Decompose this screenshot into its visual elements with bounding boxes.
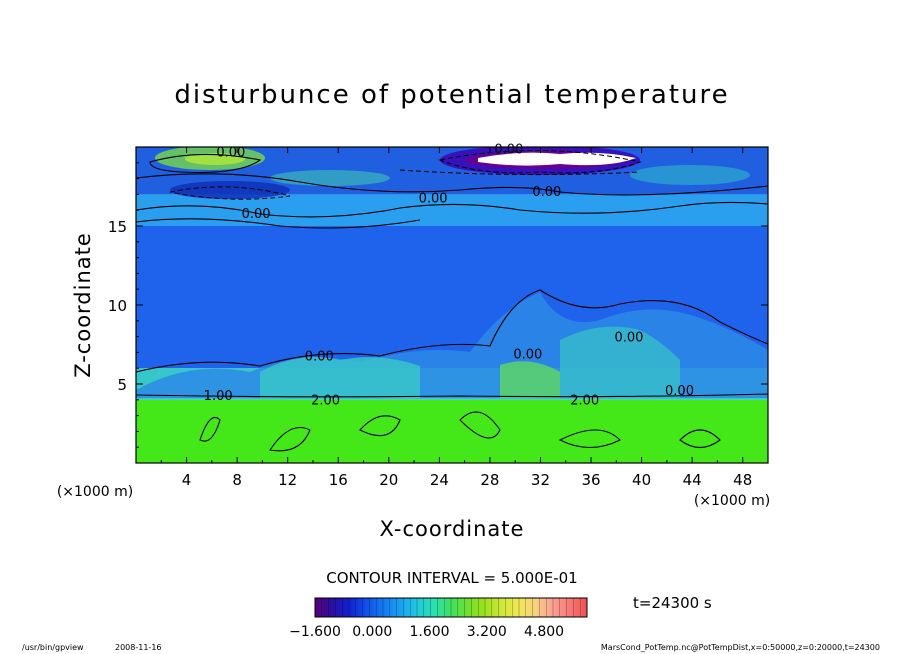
y-axis: 5 10 15 <box>108 162 768 448</box>
x-tick-label-4: 4 <box>182 471 192 489</box>
contour-label-1: 0.00 <box>494 142 523 157</box>
chart-title: disturbunce of potential temperature <box>174 80 729 110</box>
x-tick-label-20: 20 <box>379 471 398 489</box>
contour-label-3: 0.00 <box>532 185 561 200</box>
contour-label-6: 0.00 <box>513 348 542 363</box>
y-tick-label-10: 10 <box>108 297 127 315</box>
plot-area: 0.00 0.00 0.00 0.00 0.00 0.00 0.00 0.00 0.00 1.00… <box>135 142 769 464</box>
cold-band-left <box>170 181 290 199</box>
negative-contour-lines <box>169 149 642 200</box>
colorbar-label-1: 0.000 <box>352 624 392 640</box>
y-axis-title: Z-coordinate <box>71 232 95 378</box>
contour-label-8: 0.00 <box>665 384 694 399</box>
contour-label-11: 2.00 <box>570 394 599 409</box>
x-tick-label-28: 28 <box>480 471 499 489</box>
colorbar: −1.600 0.000 1.600 3.200 4.800 <box>289 597 588 640</box>
x-tick-label-40: 40 <box>632 471 651 489</box>
x-axis: 4 8 12 16 20 24 28 32 36 40 44 48 <box>160 147 752 489</box>
y-tick-label-5: 5 <box>117 376 127 394</box>
field-features <box>136 147 768 452</box>
colorbar-tick-labels: −1.600 0.000 1.600 3.200 4.800 <box>289 624 564 640</box>
x-tick-label-12: 12 <box>278 471 297 489</box>
convective-cell-left <box>260 356 420 398</box>
x-unit-label-right: (×1000 m) <box>694 493 770 509</box>
field-layer-0 <box>136 399 768 463</box>
x-tick-label-16: 16 <box>329 471 348 489</box>
x-tick-label-32: 32 <box>531 471 550 489</box>
contour-label-9: 1.00 <box>204 389 233 404</box>
contour-label-7: 0.00 <box>614 330 643 345</box>
x-axis-title: X-coordinate <box>380 517 525 541</box>
warm-band-mid <box>270 170 390 186</box>
contour-label-5: 0.00 <box>305 349 334 364</box>
colorbar-label-0: −1.600 <box>289 624 341 640</box>
x-tick-label-24: 24 <box>430 471 449 489</box>
footer-program: /usr/bin/gpview <box>22 643 84 652</box>
warm-band-right <box>630 165 750 185</box>
x-tick-label-44: 44 <box>683 471 702 489</box>
contour-label-2: 0.00 <box>419 191 448 206</box>
colorbar-label-3: 3.200 <box>467 624 507 640</box>
cold-anomaly-core-white <box>478 152 636 166</box>
contour-labels: 0.00 0.00 0.00 0.00 0.00 0.00 0.00 0.00 0.00 1.00… <box>204 142 694 408</box>
time-label: t=24300 s <box>633 594 712 612</box>
convective-cell-right <box>560 326 680 398</box>
contour-interval-text: CONTOUR INTERVAL = 5.000E-01 <box>326 569 577 587</box>
convective-cell-green <box>500 361 560 398</box>
x-tick-label-48: 48 <box>733 471 752 489</box>
contour-lines <box>136 153 768 452</box>
colorbar-label-4: 4.800 <box>524 624 564 640</box>
x-unit-label-left: (×1000 m) <box>57 484 133 500</box>
contour-label-0: 0.00 <box>216 145 245 160</box>
footer-source: MarsCond_PotTemp.nc@PotTempDist,x=0:5000… <box>601 643 880 652</box>
contour-label-4: 0.00 <box>242 207 271 222</box>
contour-label-10: 2.00 <box>311 394 340 409</box>
colorbar-label-2: 1.600 <box>409 624 449 640</box>
x-tick-label-36: 36 <box>581 471 600 489</box>
y-tick-label-15: 15 <box>108 218 127 236</box>
x-tick-label-8: 8 <box>232 471 242 489</box>
footer-date: 2008-11-16 <box>115 643 162 652</box>
colorbar-ticks <box>321 598 581 617</box>
